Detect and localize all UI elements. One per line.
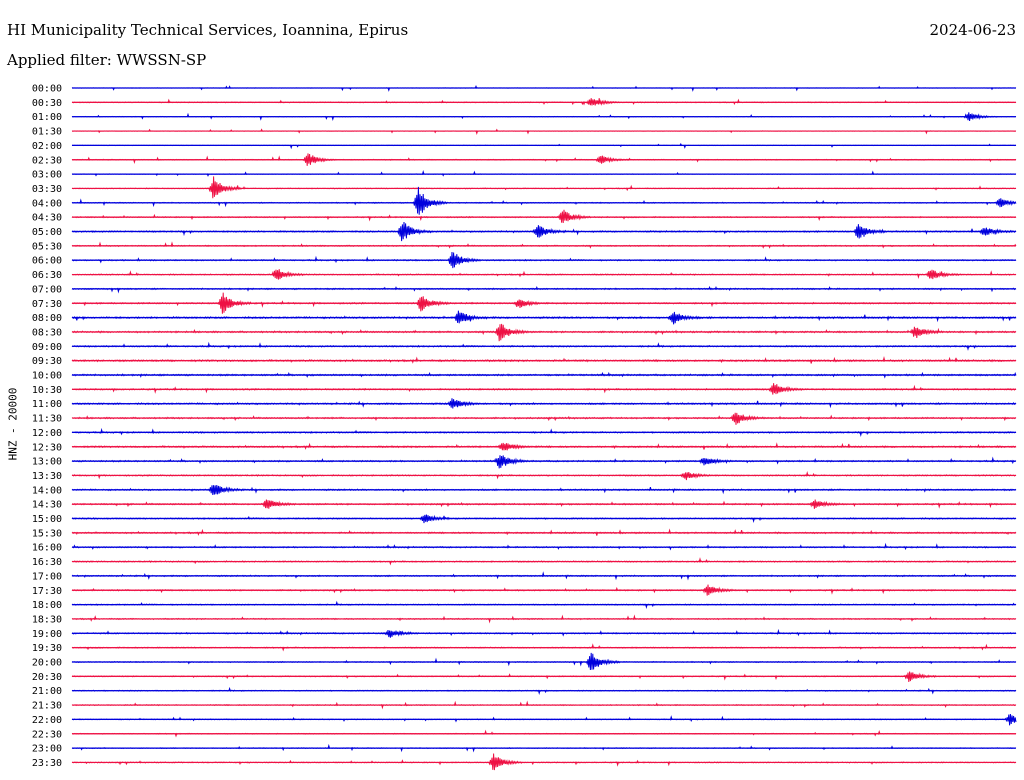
row-time-label: 07:30 <box>32 299 62 310</box>
trace-row-0430 <box>71 209 1017 223</box>
station-title: HI Municipality Technical Services, Ioan… <box>7 21 409 39</box>
row-time-label: 04:00 <box>32 198 62 209</box>
row-time-label: 03:30 <box>32 184 62 195</box>
trace-row-0400 <box>71 186 1017 215</box>
row-time-label: 09:30 <box>32 356 62 367</box>
row-time-label: 13:00 <box>32 457 62 468</box>
row-time-label: 02:00 <box>32 141 62 152</box>
row-time-label: 05:30 <box>32 241 62 252</box>
row-time-label: 15:30 <box>32 528 62 539</box>
row-time-label: 00:00 <box>32 84 62 95</box>
row-time-label: 14:00 <box>32 485 62 496</box>
row-time-label: 06:00 <box>32 256 62 267</box>
trace-row-1300 <box>71 455 1017 469</box>
row-time-label: 09:00 <box>32 342 62 353</box>
trace-row-2330 <box>71 753 1017 771</box>
row-time-label: 22:30 <box>32 729 62 740</box>
row-time-label: 16:00 <box>32 543 62 554</box>
trace-row-1130 <box>71 412 1017 425</box>
row-time-label: 17:00 <box>32 571 62 582</box>
row-time-label: 08:30 <box>32 327 62 338</box>
row-time-label: 17:30 <box>32 586 62 597</box>
filter-label: Applied filter: WWSSN-SP <box>7 51 207 69</box>
row-time-label: 21:30 <box>32 701 62 712</box>
row-time-label: 19:00 <box>32 629 62 640</box>
row-time-label: 12:00 <box>32 428 62 439</box>
row-time-label: 05:00 <box>32 227 62 238</box>
row-time-label: 22:00 <box>32 715 62 726</box>
row-time-label: 01:30 <box>32 127 62 138</box>
trace-row-0330 <box>71 176 1017 199</box>
row-time-label: 10:30 <box>32 385 62 396</box>
row-time-label: 11:30 <box>32 414 62 425</box>
row-time-label: 13:30 <box>32 471 62 482</box>
row-time-label: 16:30 <box>32 557 62 568</box>
row-time-label: 18:00 <box>32 600 62 611</box>
row-time-label: 03:00 <box>32 170 62 181</box>
row-time-label: 10:00 <box>32 371 62 382</box>
row-time-label: 02:30 <box>32 155 62 166</box>
row-time-label: 04:30 <box>32 213 62 224</box>
row-time-label: 23:30 <box>32 758 62 769</box>
row-time-label: 12:30 <box>32 442 62 453</box>
row-time-label: 20:00 <box>32 658 62 669</box>
row-time-label: 23:00 <box>32 744 62 755</box>
row-time-label: 08:00 <box>32 313 62 324</box>
row-time-label: 00:30 <box>32 98 62 109</box>
row-time-label: 21:00 <box>32 686 62 697</box>
row-time-label: 07:00 <box>32 284 62 295</box>
row-time-label: 15:00 <box>32 514 62 525</box>
row-time-label: 20:30 <box>32 672 62 683</box>
plot-date: 2024-06-23 <box>929 21 1016 39</box>
row-time-label: 11:00 <box>32 399 62 410</box>
row-time-label: 01:00 <box>32 112 62 123</box>
row-time-label: 06:30 <box>32 270 62 281</box>
row-time-label: 18:30 <box>32 614 62 625</box>
row-time-label: 14:30 <box>32 500 62 511</box>
row-time-label: 19:30 <box>32 643 62 654</box>
